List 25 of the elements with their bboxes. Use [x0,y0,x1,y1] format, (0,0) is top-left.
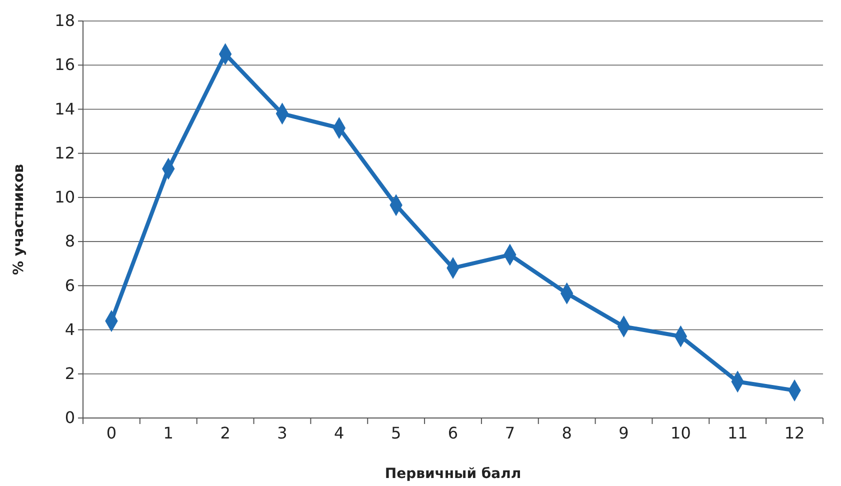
y-tick-label: 16 [54,55,75,74]
y-tick-label: 2 [64,364,75,384]
x-tick-label: 6 [448,424,458,443]
y-tick-label: 18 [54,11,75,30]
x-tick-label: 12 [784,424,805,443]
x-tick-label: 0 [106,424,117,443]
y-tick-label: 10 [54,188,75,207]
x-tick-label: 5 [390,424,402,443]
x-tick-label: 2 [220,424,230,443]
y-tick-label: 4 [64,320,75,339]
x-tick-label: 7 [504,424,516,443]
x-tick-label: 8 [562,424,572,443]
x-tick-label: 1 [163,424,174,443]
x-tick-label: 4 [334,424,344,443]
x-tick-label: 10 [670,424,691,443]
y-tick-label: 14 [54,99,75,118]
x-axis-title: Первичный балл [384,466,522,482]
y-tick-label: 6 [64,276,75,295]
y-tick-label: 8 [64,232,75,251]
x-tick-label: 3 [277,424,288,443]
x-tick-label: 11 [727,424,748,443]
x-tick-label: 9 [618,424,629,443]
y-axis-title: % участников [11,164,27,275]
y-tick-label: 0 [64,408,75,428]
y-tick-label: 12 [54,143,75,162]
